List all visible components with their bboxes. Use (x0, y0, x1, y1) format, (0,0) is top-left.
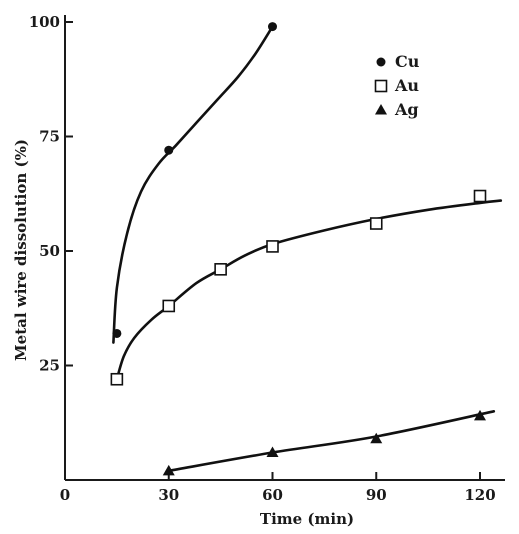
au-point (214, 263, 227, 276)
x-tick-label: 90 (366, 486, 387, 504)
plot-area (64, 15, 505, 481)
au-point (266, 240, 279, 253)
x-ticks: 0 30 60 90 120 (60, 472, 496, 504)
series-curves (112, 25, 503, 473)
au-point (110, 372, 124, 386)
ag-point (474, 409, 486, 421)
ag-point (370, 432, 383, 444)
x-tick-label: 30 (158, 486, 179, 504)
au-curve (115, 199, 503, 381)
y-tick-label: 25 (39, 357, 60, 375)
y-tick-label: 75 (39, 128, 60, 146)
x-tick-label: 0 (60, 486, 70, 504)
legend-item-cu: Cu (376, 52, 420, 71)
y-tick-label: 50 (39, 242, 60, 260)
cu-curve (112, 25, 274, 344)
legend-marker-au (374, 79, 388, 93)
y-ticks: 25 50 75 100 (29, 13, 73, 375)
au-point (162, 299, 176, 313)
x-axis-title: Time (min) (260, 510, 354, 528)
au-point (369, 217, 383, 230)
ag-point (162, 464, 175, 476)
legend-item-ag: Ag (375, 100, 419, 119)
legend-label-cu: Cu (395, 52, 420, 71)
cu-point (268, 22, 277, 32)
legend-marker-cu (376, 57, 386, 67)
series-markers (110, 22, 487, 476)
legend-label-au: Au (394, 76, 419, 95)
y-axis-title: Metal wire dissolution (%) (12, 139, 30, 361)
ag-curve (167, 410, 496, 473)
legend-label-ag: Ag (394, 100, 419, 119)
x-tick-label: 120 (464, 486, 495, 504)
legend: Cu Au Ag (374, 52, 420, 119)
x-tick-label: 60 (262, 486, 283, 504)
legend-marker-ag (375, 104, 387, 115)
ag-point (266, 446, 279, 458)
cu-point (112, 328, 122, 338)
legend-item-au: Au (374, 76, 419, 95)
cu-point (164, 145, 174, 155)
y-tick-label: 100 (29, 13, 60, 31)
au-point (473, 189, 487, 203)
